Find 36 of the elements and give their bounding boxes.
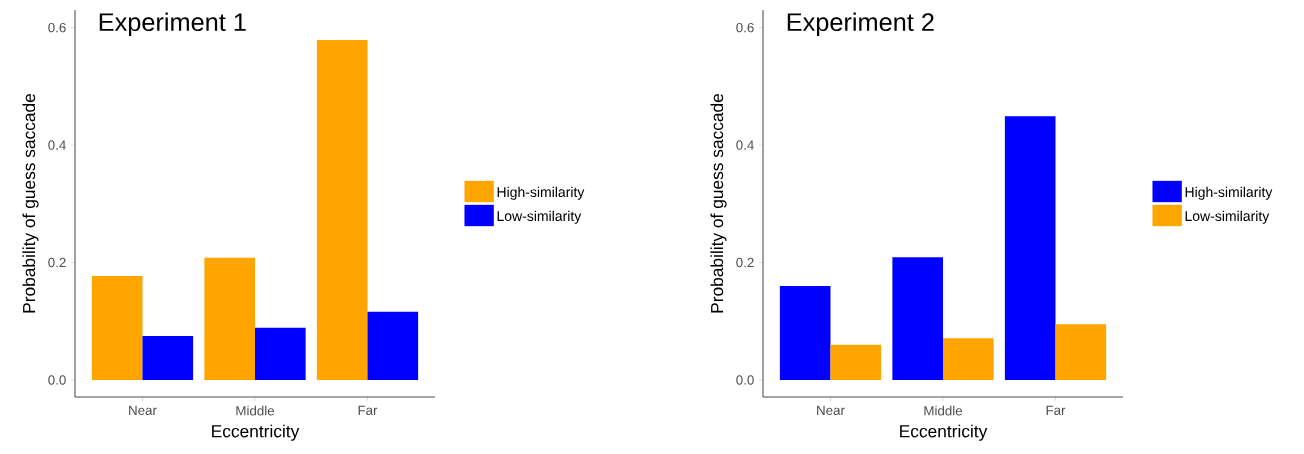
y-tick-label: 0.2 — [736, 257, 754, 268]
bar — [91, 276, 143, 380]
chart-title: Experiment 2 — [787, 12, 934, 37]
x-tick-label: Near — [129, 405, 157, 416]
y-axis-title: Probability of guess saccade — [710, 93, 727, 313]
legend-label: Low-similarity — [1185, 210, 1270, 224]
bar — [316, 39, 368, 380]
bar — [204, 257, 255, 380]
legend-label: High-similarity — [497, 186, 585, 200]
bar — [367, 311, 419, 380]
x-axis-title: Eccentricity — [212, 424, 300, 441]
x-tick-label: Far — [358, 405, 378, 416]
bar — [1004, 116, 1056, 380]
bar — [830, 344, 882, 380]
y-tick-label: 0.0 — [736, 375, 754, 385]
chart-title: Experiment 1 — [99, 12, 246, 37]
y-tick-label: 0.2 — [48, 257, 66, 268]
y-tick-label: 0.4 — [736, 140, 754, 150]
x-tick-label: Middle — [236, 405, 275, 416]
bar — [892, 257, 944, 380]
legend-label: Low-similarity — [497, 210, 582, 224]
y-tick-label: 0.4 — [48, 140, 66, 150]
x-tick-label: Far — [1046, 405, 1066, 416]
y-axis-title: Probability of guess saccade — [22, 93, 39, 313]
x-tick-label: Middle — [924, 405, 963, 416]
bar — [1055, 324, 1107, 380]
bar — [779, 286, 831, 380]
y-tick-label: 0.0 — [48, 375, 66, 385]
x-tick-label: Near — [817, 405, 845, 416]
y-tick-label: 0.6 — [48, 22, 66, 33]
bar — [255, 327, 306, 380]
x-axis-title: Eccentricity — [900, 424, 988, 441]
bar — [142, 335, 194, 380]
y-tick-label: 0.6 — [736, 22, 754, 33]
legend-label: High-similarity — [1185, 186, 1273, 200]
bar — [943, 338, 994, 380]
